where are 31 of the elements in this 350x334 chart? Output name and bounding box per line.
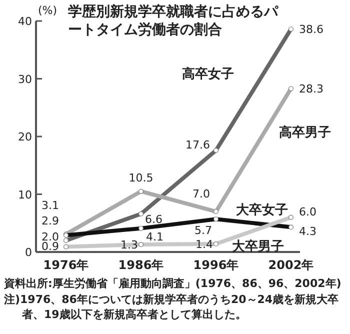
- y-tick-label: 0: [25, 246, 32, 259]
- x-tick-label: 1976年: [43, 258, 89, 272]
- data-label: 5.7: [194, 224, 212, 238]
- text: 注)1976、86年については新規学卒者のうち20～24歳を新規大卒者、19歳以下を新規高卒者として算出した。: [4, 292, 340, 322]
- data-label: 1.3: [120, 238, 138, 252]
- text: 資料出所:厚生労働省「雇用動向調査」(1976、86、96、2002年): [4, 276, 342, 291]
- x-tick-label: 1996年: [193, 258, 239, 272]
- data-label: 1.4: [196, 238, 213, 251]
- data-label: 3.1: [42, 199, 59, 212]
- point: [214, 148, 218, 153]
- y-tick-label: 30: [18, 72, 32, 86]
- point: [288, 26, 294, 32]
- data-label: 7.0: [192, 188, 210, 201]
- y-tick-label: 20: [18, 130, 32, 144]
- data-label: 2.9: [42, 214, 59, 228]
- data-label: 28.3: [299, 82, 324, 96]
- x-tick-label: 1986年: [118, 258, 164, 272]
- chart-title: 学歴別新規学卒就職者に占めるパートタイム労働者の割合: [68, 3, 280, 39]
- y-axis-title: (%): [38, 4, 58, 17]
- y-tick-label: 40: [18, 15, 32, 28]
- point: [64, 238, 68, 243]
- data-label: 4.3: [299, 225, 316, 238]
- data-label: 6.0: [299, 205, 316, 218]
- x-tick-label: 2002年: [268, 258, 314, 272]
- data-label: 6.6: [145, 212, 162, 226]
- data-label: 4.1: [146, 230, 164, 244]
- y-tick-label: 10: [18, 188, 32, 202]
- point: [138, 211, 144, 216]
- data-label: 38.6: [299, 23, 324, 36]
- data-label: 17.6: [186, 138, 210, 152]
- data-label: 10.5: [128, 171, 154, 184]
